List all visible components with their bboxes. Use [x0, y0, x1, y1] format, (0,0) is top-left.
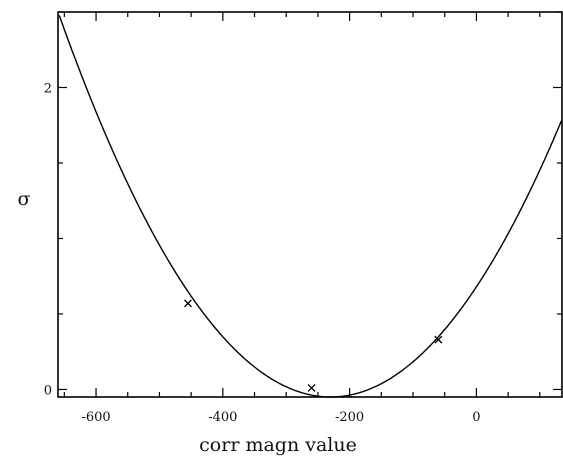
data-point-stroke — [434, 335, 443, 344]
y-tick-label: 0 — [44, 383, 52, 398]
y-tick-label: 2 — [44, 81, 52, 96]
y-tick-labels: 02 — [44, 81, 52, 398]
axis-ticks — [58, 11, 562, 397]
plot-frame — [57, 11, 563, 398]
x-axis-label: corr magn value — [199, 434, 357, 456]
data-point-stroke — [184, 299, 192, 308]
data-point-stroke — [307, 383, 316, 392]
x-tick-labels: -600 -400 -200 0 — [81, 410, 480, 425]
x-tick-label: -200 — [335, 410, 364, 425]
data-point — [184, 299, 192, 308]
y-axis-label: σ — [18, 188, 31, 210]
fit-curve — [58, 15, 563, 398]
x-tick-label: -400 — [208, 410, 237, 425]
x-tick-label: -600 — [81, 410, 110, 425]
x-tick-label: 0 — [472, 410, 480, 425]
data-point — [307, 383, 316, 392]
fit-curve-layer — [58, 15, 563, 398]
data-markers — [184, 299, 443, 392]
data-point — [434, 335, 443, 344]
